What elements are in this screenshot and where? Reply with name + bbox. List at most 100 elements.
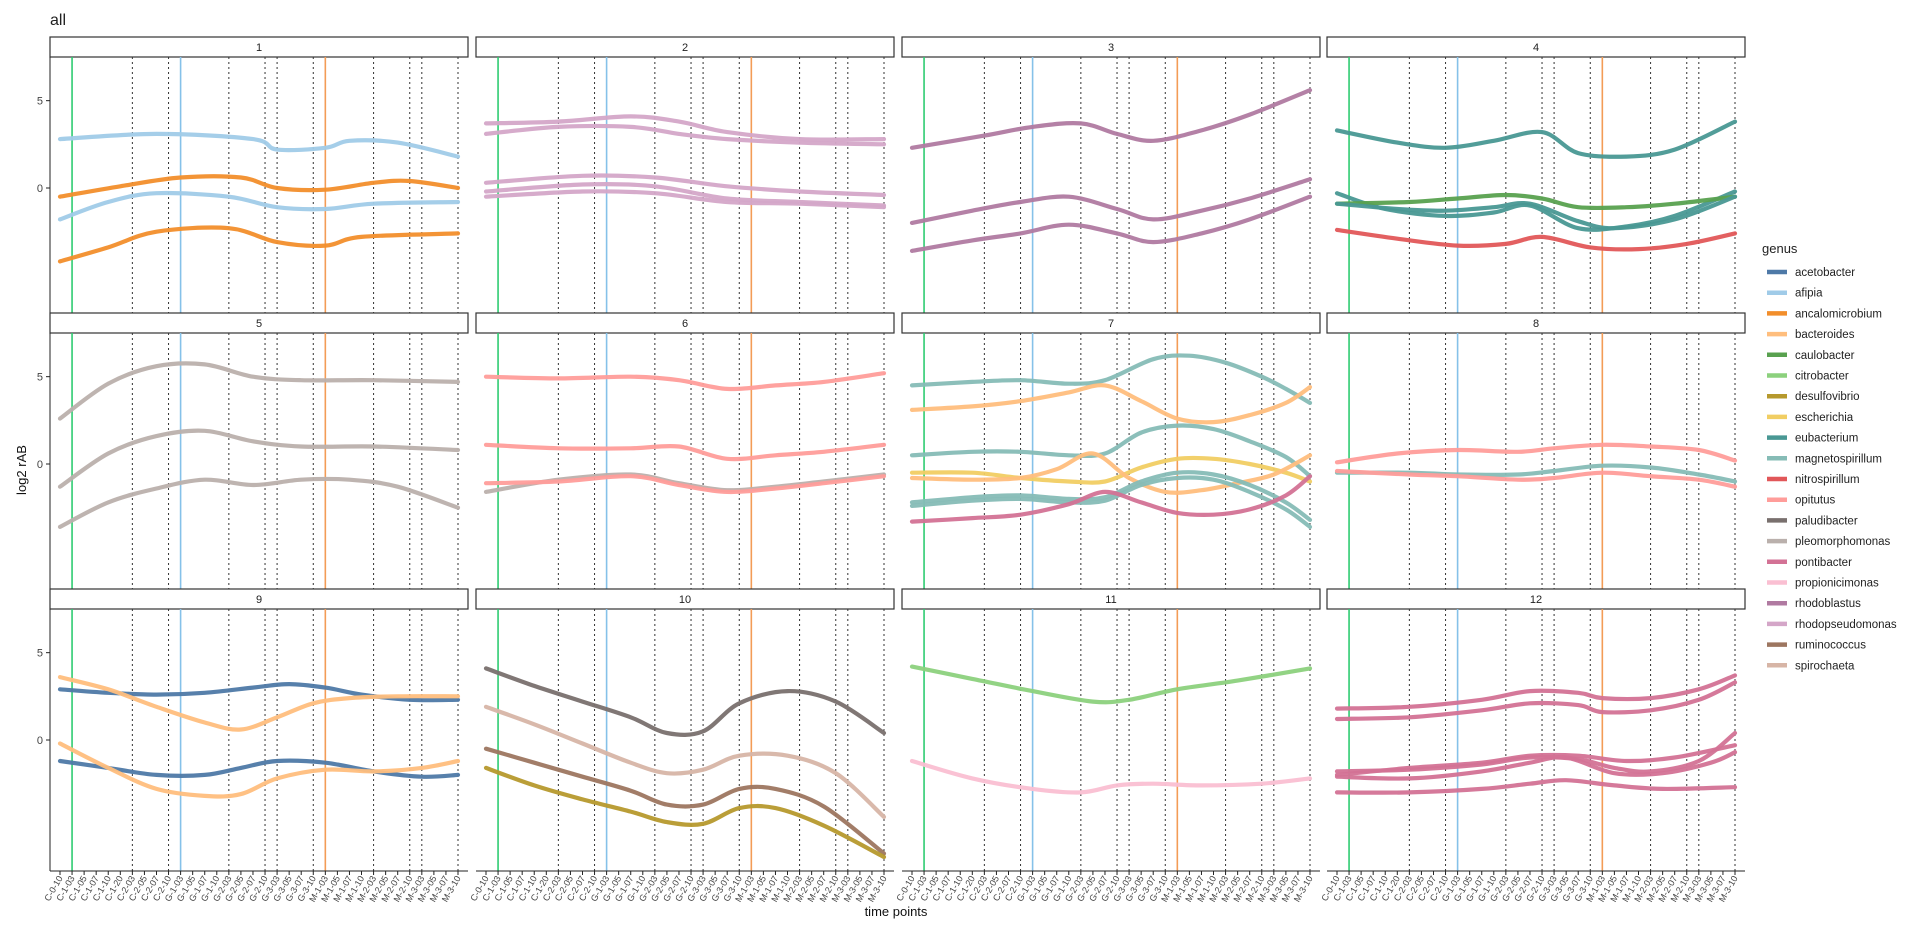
facet-strip bbox=[475, 36, 895, 58]
legend-label-rhodopseudomonas: rhodopseudomonas bbox=[1795, 619, 1897, 631]
series-line-escherichia bbox=[909, 455, 1313, 485]
facet-panel-5: 5 5 0 bbox=[37, 312, 469, 595]
series-line-citrobacter bbox=[909, 664, 1313, 705]
series-line-ruminococcus bbox=[483, 746, 887, 856]
legend-title: genus bbox=[1762, 241, 1798, 256]
series-line-bacteroides bbox=[57, 741, 461, 799]
legend-label-propionicimonas: propionicimonas bbox=[1795, 578, 1879, 590]
facet-strip bbox=[49, 36, 469, 58]
series-line-pontibacter bbox=[1334, 743, 1738, 777]
facet-panel-8: 8 bbox=[1326, 312, 1746, 595]
series-line-propionicimonas bbox=[909, 758, 1313, 795]
series-line-afipia bbox=[57, 131, 461, 159]
y-tick-label: 0 bbox=[37, 459, 43, 471]
series-line-pleomorphomonas bbox=[57, 428, 461, 489]
facet-panel-1: 1 5 0 bbox=[37, 36, 469, 319]
facet-panel-11: 11C-0-10C-1-03C-1-05C-1-07C-1-10C-1-20C-… bbox=[894, 588, 1321, 904]
series-line-pleomorphomonas bbox=[57, 361, 461, 421]
series-line-pleomorphomonas bbox=[57, 476, 461, 529]
facet-strip-label: 2 bbox=[682, 42, 688, 54]
facet-panel-9: 950C-0-10C-1-03C-1-05C-1-07C-1-10C-1-20C… bbox=[37, 588, 469, 904]
facet-strip bbox=[901, 312, 1321, 334]
legend-label-ancalomicrobium: ancalomicrobium bbox=[1795, 308, 1882, 320]
facet-strip-label: 7 bbox=[1108, 318, 1114, 330]
legend-label-ruminococcus: ruminococcus bbox=[1795, 640, 1866, 652]
facet-strip bbox=[475, 312, 895, 334]
series-line-pontibacter bbox=[1334, 778, 1738, 795]
series-line-pontibacter bbox=[1334, 750, 1738, 781]
series-line-magnetospirillum bbox=[909, 423, 1313, 479]
legend: genus acetobacter afipia ancalomicrobium ba… bbox=[1762, 241, 1897, 672]
series-line-nitrospirillum bbox=[1334, 227, 1738, 252]
facet-panel-6: 6 bbox=[475, 312, 895, 595]
series-line-eubacterium bbox=[1334, 194, 1738, 231]
series-line-bacteroides bbox=[909, 451, 1313, 495]
facet-strip-label: 1 bbox=[256, 42, 262, 54]
series-line-pontibacter bbox=[1334, 673, 1738, 711]
series-line-rhodoblastus bbox=[909, 177, 1313, 225]
series-line-ancalomicrobium bbox=[57, 174, 461, 199]
series-line-pontibacter bbox=[909, 474, 1313, 524]
series-line-opitutus bbox=[483, 371, 887, 392]
facet-strip bbox=[475, 588, 895, 610]
legend-label-citrobacter: citrobacter bbox=[1795, 371, 1849, 383]
facet-strip bbox=[49, 588, 469, 610]
series-line-pontibacter bbox=[1334, 730, 1738, 774]
series-line-afipia bbox=[57, 190, 461, 222]
series-line-opitutus bbox=[1334, 442, 1738, 465]
x-axis-label: time points bbox=[865, 904, 928, 919]
facet-panel-4: 4 bbox=[1326, 36, 1746, 319]
facet-panel-7: 7 bbox=[901, 312, 1321, 595]
legend-label-pleomorphomonas: pleomorphomonas bbox=[1795, 536, 1891, 548]
facet-strip bbox=[901, 36, 1321, 58]
series-line-spirochaeta bbox=[483, 704, 887, 819]
facet-strip-label: 11 bbox=[1105, 594, 1116, 606]
facet-strip-label: 8 bbox=[1533, 318, 1539, 330]
facet-strip-label: 6 bbox=[682, 318, 688, 330]
y-tick-label: 5 bbox=[37, 96, 43, 108]
series-line-opitutus bbox=[483, 442, 887, 462]
legend-label-magnetospirillum: magnetospirillum bbox=[1795, 453, 1882, 465]
series-line-eubacterium bbox=[1334, 119, 1738, 159]
facet-strip bbox=[49, 312, 469, 334]
y-tick-label: 5 bbox=[37, 648, 43, 660]
legend-label-escherichia: escherichia bbox=[1795, 412, 1854, 424]
facet-strip-label: 3 bbox=[1108, 42, 1114, 54]
legend-label-opitutus: opitutus bbox=[1795, 495, 1836, 507]
legend-label-eubacterium: eubacterium bbox=[1795, 433, 1858, 445]
facet-strip bbox=[901, 588, 1321, 610]
series-line-caulobacter bbox=[1334, 192, 1738, 211]
series-line-opitutus bbox=[1334, 468, 1738, 489]
series-line-bacteroides bbox=[57, 675, 461, 732]
chart-title: all bbox=[50, 12, 66, 29]
facet-panel-12: 12C-0-10C-1-03C-1-05C-1-07C-1-10C-1-20C-… bbox=[1319, 588, 1746, 904]
facet-strip bbox=[1326, 588, 1746, 610]
facet-strip bbox=[1326, 312, 1746, 334]
series-line-rhodoblastus bbox=[909, 88, 1313, 150]
facet-strip-label: 9 bbox=[256, 594, 262, 606]
series-line-magnetospirillum bbox=[909, 475, 1313, 529]
series-line-magnetospirillum bbox=[909, 353, 1313, 405]
facet-strip-label: 4 bbox=[1533, 42, 1539, 54]
facet-strip bbox=[1326, 36, 1746, 58]
series-line-rhodopseudomonas bbox=[483, 123, 887, 147]
legend-label-rhodoblastus: rhodoblastus bbox=[1795, 598, 1861, 610]
series-line-acetobacter bbox=[57, 758, 461, 779]
legend-label-nitrospirillum: nitrospirillum bbox=[1795, 474, 1860, 486]
facet-strip-label: 10 bbox=[679, 594, 691, 606]
legend-label-spirochaeta: spirochaeta bbox=[1795, 660, 1855, 672]
series-line-paludibacter bbox=[483, 666, 887, 737]
facet-panel-2: 2 bbox=[475, 36, 895, 319]
y-tick-label: 0 bbox=[37, 735, 43, 747]
series-line-pontibacter bbox=[1334, 680, 1738, 722]
legend-label-acetobacter: acetobacter bbox=[1795, 267, 1855, 279]
series-line-rhodopseudomonas bbox=[483, 114, 887, 142]
series-line-desulfovibrio bbox=[483, 765, 887, 860]
series-line-magnetospirillum bbox=[909, 470, 1313, 522]
facet-strip-label: 12 bbox=[1530, 594, 1542, 606]
series-line-rhodoblastus bbox=[909, 194, 1313, 253]
series-line-opitutus bbox=[483, 474, 887, 495]
series-line-rhodopseudomonas bbox=[483, 173, 887, 198]
series-line-ancalomicrobium bbox=[57, 225, 461, 264]
